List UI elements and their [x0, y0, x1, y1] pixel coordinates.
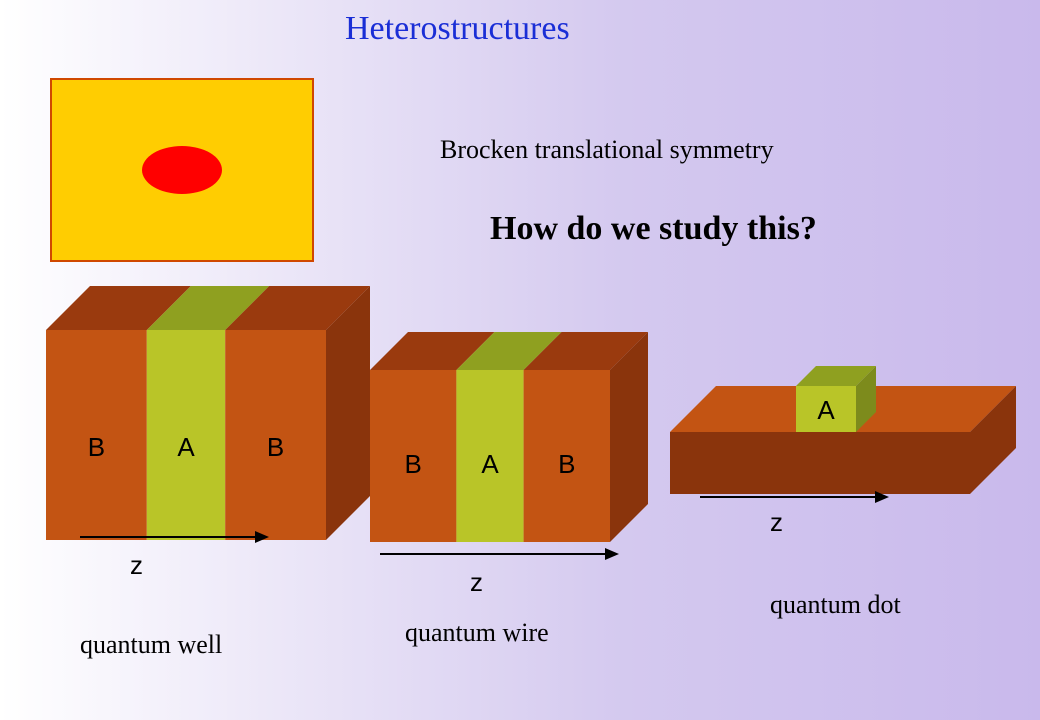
svg-text:A: A [177, 432, 195, 462]
quantum-dot-block: A [670, 340, 1016, 540]
page-title: Heterostructures [345, 10, 570, 48]
axis-dot: z [770, 507, 783, 538]
subtitle: Brocken translational symmetry [440, 135, 774, 165]
quantum-well-block: BAB [46, 286, 370, 540]
svg-text:B: B [405, 449, 422, 479]
arrow-dot [700, 490, 889, 504]
caption-dot: quantum dot [770, 590, 901, 620]
svg-text:B: B [88, 432, 105, 462]
caption-well: quantum well [80, 630, 222, 660]
svg-text:B: B [558, 449, 575, 479]
arrow-wire [380, 547, 619, 561]
svg-text:A: A [817, 395, 835, 425]
ellipse-icon [52, 80, 312, 260]
quantum-wire-block: BAB [370, 332, 648, 542]
question: How do we study this? [490, 210, 817, 248]
caption-wire: quantum wire [405, 618, 549, 648]
axis-wire: z [470, 567, 483, 598]
svg-text:A: A [481, 449, 499, 479]
axis-well: z [130, 550, 143, 581]
svg-text:B: B [267, 432, 284, 462]
arrow-well [80, 530, 269, 544]
top-panel [50, 78, 314, 262]
